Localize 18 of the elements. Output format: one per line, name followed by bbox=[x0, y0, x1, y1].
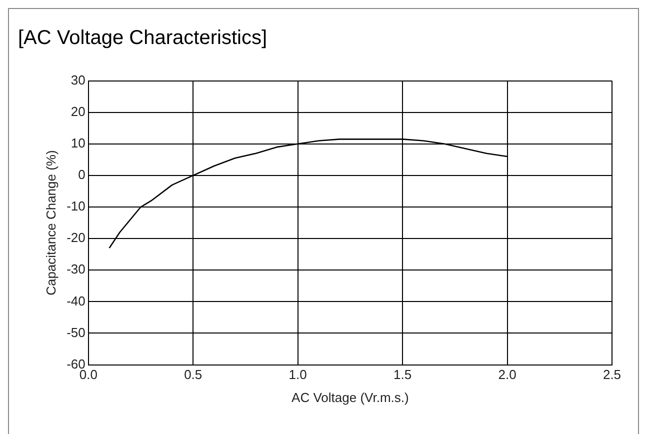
y-tick-label: -40 bbox=[66, 293, 86, 308]
y-tick-label: -10 bbox=[66, 198, 86, 214]
y-tick-label: -20 bbox=[66, 230, 86, 246]
chart-title: [AC Voltage Characteristics] bbox=[18, 27, 267, 50]
x-tick-label: 0.5 bbox=[184, 367, 202, 382]
y-tick-label: 0 bbox=[78, 167, 86, 182]
x-tick-label: 1.5 bbox=[394, 367, 412, 382]
y-tick-label: -50 bbox=[66, 324, 86, 340]
x-tick-label: 1.0 bbox=[288, 367, 307, 382]
y-tick-label: 10 bbox=[70, 135, 86, 150]
y-tick-label: -60 bbox=[66, 356, 86, 372]
x-tick-label: 2.0 bbox=[498, 367, 516, 382]
y-tick-label: 30 bbox=[70, 72, 86, 88]
x-axis-title: AC Voltage (Vr.m.s.) bbox=[292, 390, 409, 405]
x-tick-label: 2.5 bbox=[602, 367, 622, 382]
y-axis-title: Capacitance Change (%) bbox=[43, 150, 58, 296]
y-tick-label: 20 bbox=[70, 104, 86, 119]
y-tick-label: -30 bbox=[66, 262, 86, 277]
